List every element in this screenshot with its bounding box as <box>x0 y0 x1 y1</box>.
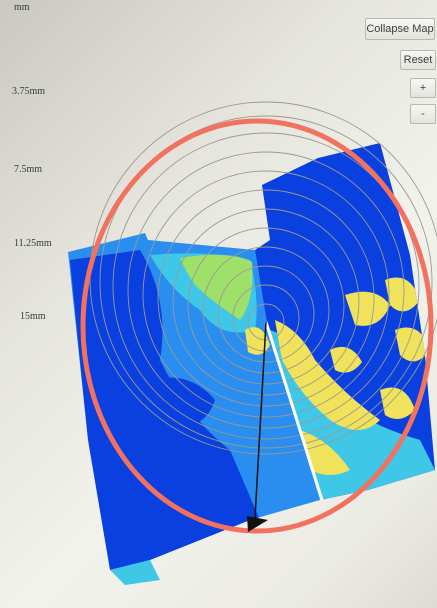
grid-ring <box>187 227 345 385</box>
grid-ring <box>157 189 375 407</box>
grid-ring <box>217 265 315 363</box>
right-yellow-blob-1 <box>345 291 390 326</box>
right-yellow-band-1 <box>275 320 380 430</box>
outer-boundary-ring <box>80 118 434 534</box>
left-green-zone <box>180 254 253 320</box>
depth-label-7-5: 7.5mm <box>14 164 43 175</box>
grid-ring <box>112 132 420 440</box>
depth-label-3-75: 3.75mm <box>12 86 46 97</box>
left-panel-tail <box>110 560 160 585</box>
grid-ring <box>232 284 300 352</box>
depth-label-15: 15mm <box>20 311 46 322</box>
grid-ring <box>127 151 405 429</box>
grid-ring <box>202 246 330 374</box>
right-yellow-blob-5 <box>330 346 362 373</box>
grid-ring <box>99 115 433 449</box>
zoom-out-button[interactable]: - <box>410 104 436 124</box>
zoom-in-button[interactable]: + <box>410 78 436 98</box>
position-marker-icon[interactable] <box>247 516 268 532</box>
reset-button[interactable]: Reset <box>400 50 436 70</box>
depth-label-top: mm <box>14 2 30 13</box>
grid-ring <box>142 170 390 418</box>
depth-label-11-25: 11.25mm <box>14 238 52 249</box>
scan-line-white <box>264 321 324 501</box>
scan-line-black <box>254 321 267 519</box>
collapse-map-button[interactable]: Collapse Map <box>365 18 435 40</box>
right-yellow-blob-4 <box>380 387 415 419</box>
grid-ring <box>247 303 285 341</box>
grid-ring <box>172 208 360 396</box>
right-yellow-blob-2 <box>385 277 420 312</box>
left-deep-blue-patch <box>150 377 215 426</box>
